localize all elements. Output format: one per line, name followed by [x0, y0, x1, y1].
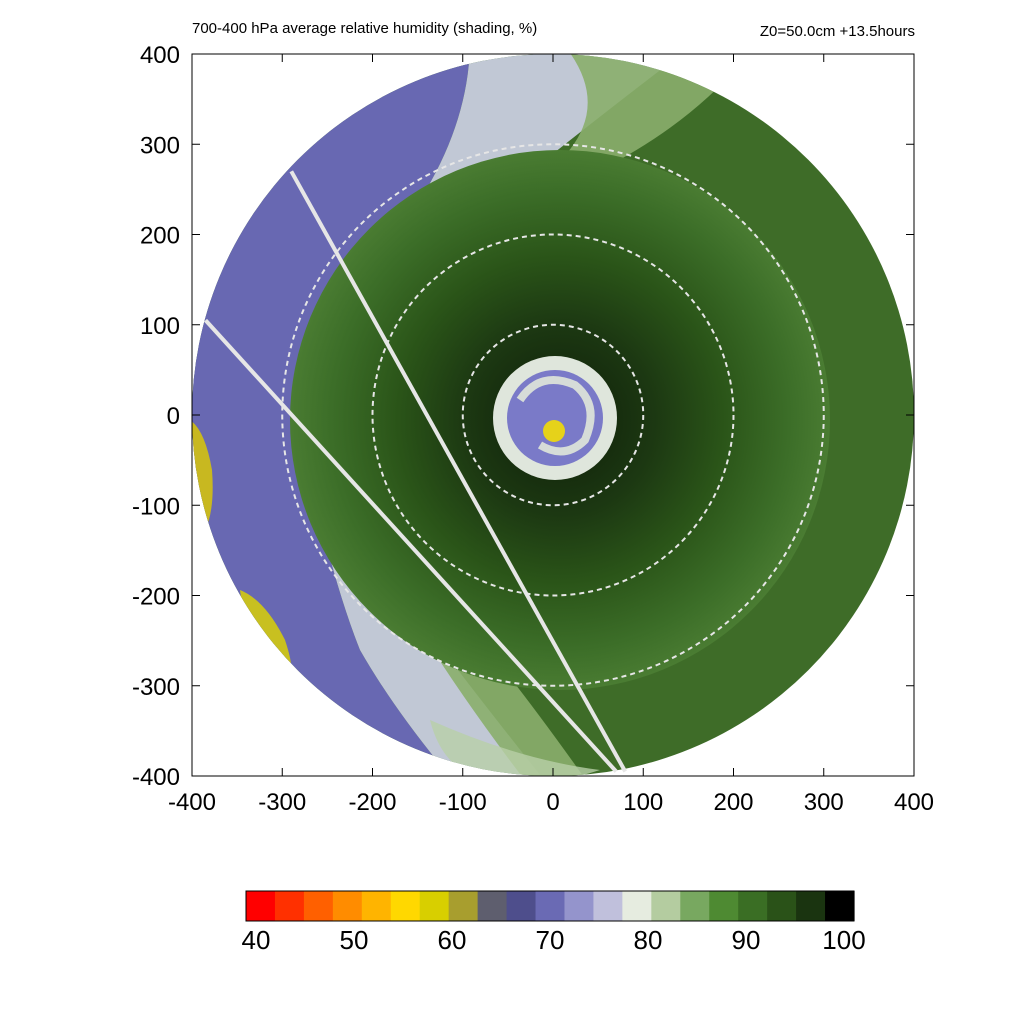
x-tick-label: 200 — [713, 789, 753, 816]
colorbar-swatch — [709, 891, 739, 921]
colorbar-label: 40 — [242, 925, 271, 955]
y-tick-label: 0 — [167, 403, 180, 430]
x-tick-label: -200 — [348, 789, 396, 816]
colorbar-swatch — [796, 891, 826, 921]
colorbar-swatch — [390, 891, 421, 921]
colorbar-label: 50 — [340, 925, 369, 955]
y-tick-label: 100 — [140, 313, 180, 340]
humidity-field — [192, 54, 914, 776]
colorbar-label: 90 — [732, 925, 761, 955]
y-tick-label: -300 — [132, 674, 180, 701]
x-tick-label: -300 — [258, 789, 306, 816]
colorbar-swatch — [622, 891, 652, 921]
colorbar-swatch — [593, 891, 623, 921]
guide-circle-300 — [281, 143, 825, 687]
colorbar-swatch — [419, 891, 450, 921]
colorbar-frame — [245, 890, 855, 922]
eye-spiral — [516, 376, 595, 456]
colorbar-swatch — [361, 891, 392, 921]
x-tick-label: 400 — [894, 789, 934, 816]
chart-title: 700-400 hPa average relative humidity (s… — [192, 20, 537, 37]
eye-center — [543, 420, 565, 442]
colorbar-swatch — [506, 891, 537, 921]
y-tick-label: 300 — [140, 132, 180, 159]
colorbar-swatch — [680, 891, 710, 921]
guide-circle-200 — [371, 233, 735, 597]
run-info: Z0=50.0cm +13.5hours — [760, 23, 915, 40]
colorbar: 40 50 60 70 80 90 100 — [242, 890, 866, 955]
colorbar-swatch — [448, 891, 479, 921]
colorbar-swatch — [738, 891, 768, 921]
colorbar-swatch — [274, 891, 305, 921]
y-tick-label: 400 — [140, 42, 180, 69]
colorbar-label: 100 — [822, 925, 865, 955]
colorbar-swatch — [477, 891, 508, 921]
light-patch-south — [430, 720, 600, 776]
guide-circle-100 — [461, 323, 645, 507]
x-tick-label: -400 — [168, 789, 216, 816]
sector-line-2 — [204, 318, 618, 773]
x-tick-label: 0 — [546, 789, 559, 816]
x-tick-label: -100 — [439, 789, 487, 816]
colorbar-swatch — [246, 891, 276, 921]
guide-lines — [204, 143, 825, 773]
colorbar-swatch — [535, 891, 566, 921]
x-tick-label: 300 — [804, 789, 844, 816]
colorbar-swatch — [825, 891, 855, 921]
colorbar-swatch — [564, 891, 595, 921]
colorbar-swatch — [651, 891, 681, 921]
colorbar-label: 80 — [634, 925, 663, 955]
colorbar-swatch — [767, 891, 797, 921]
colorbar-swatch — [303, 891, 334, 921]
colorbar-swatch — [332, 891, 363, 921]
y-tick-label: -200 — [132, 584, 180, 611]
x-tick-label: 100 — [623, 789, 663, 816]
colorbar-label: 60 — [438, 925, 467, 955]
axes: -400 -300 -200 -100 0 100 200 300 400 400 300 200 10… — [132, 42, 934, 816]
y-tick-label: 200 — [140, 223, 180, 250]
y-tick-label: -100 — [132, 493, 180, 520]
colorbar-label: 70 — [536, 925, 565, 955]
sector-line-1 — [289, 170, 627, 773]
y-tick-label: -400 — [132, 764, 180, 791]
